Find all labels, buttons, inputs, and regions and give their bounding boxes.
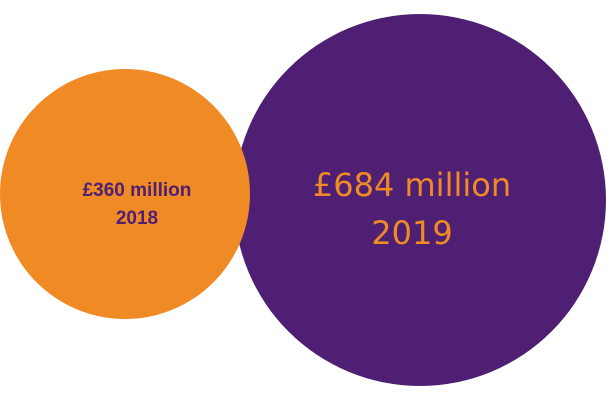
bubble-2019-amount: £684 million bbox=[313, 166, 511, 204]
bubble-2018-year: 2018 bbox=[116, 208, 158, 229]
bubble-2018 bbox=[0, 69, 250, 319]
bubble-2018-amount: £360 million bbox=[83, 180, 192, 201]
bubble-2019-year: 2019 bbox=[371, 214, 452, 252]
bubble-2019 bbox=[234, 14, 606, 386]
